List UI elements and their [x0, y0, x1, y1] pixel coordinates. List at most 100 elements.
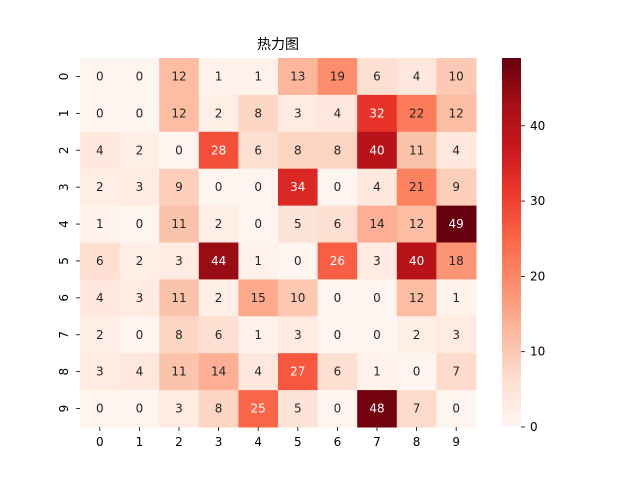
heatmap-cell: [198, 316, 239, 354]
heatmap-cell: [159, 131, 200, 170]
heatmap-cell: [80, 242, 121, 280]
heatmap-cell: [238, 94, 279, 133]
cell-value-label: 12: [171, 69, 186, 83]
heatmap-cell: [357, 316, 398, 354]
cell-value-label: 14: [369, 217, 384, 231]
heatmap-cell: [238, 58, 279, 96]
cell-value-label: 8: [175, 328, 183, 342]
heatmap-cell: [357, 279, 398, 317]
cell-value-label: 0: [294, 254, 302, 268]
y-tick-label: 7: [57, 331, 71, 339]
heatmap-cell: [278, 316, 319, 354]
cell-value-label: 0: [215, 180, 223, 194]
x-tick-label: 7: [373, 435, 381, 449]
cell-value-label: 12: [409, 217, 424, 231]
heatmap-cell: [357, 390, 398, 428]
cell-value-label: 10: [449, 69, 464, 83]
cell-value-label: 3: [136, 291, 144, 305]
cell-value-label: 1: [373, 365, 381, 379]
heatmap-cell: [80, 168, 121, 207]
cell-value-label: 4: [96, 143, 104, 157]
cell-value-label: 11: [409, 143, 424, 157]
cell-value-label: 12: [171, 106, 186, 120]
heatmap-cell: [317, 279, 358, 317]
cell-value-label: 8: [334, 143, 342, 157]
cell-value-label: 4: [373, 180, 381, 194]
heatmap-cell: [80, 353, 121, 391]
y-axis-ticks: 0 1 2 3 4 5 6 7 8 9: [57, 73, 80, 413]
heatmap-cell: [436, 390, 477, 428]
heatmap-cell: [238, 390, 279, 428]
heatmap-cell: [317, 242, 358, 280]
colorbar: 0 10 20 30 40: [502, 58, 545, 434]
x-axis-ticks: 0 1 2 3 4 5 6 7 8 9: [96, 427, 460, 449]
cell-value-label: 1: [254, 69, 262, 83]
heatmap-cell: [436, 94, 477, 133]
cell-value-label: 2: [96, 180, 104, 194]
heatmap-cell: [278, 279, 319, 317]
colorbar-tick-label: 0: [530, 420, 538, 434]
heatmap-cell: [436, 168, 477, 207]
x-tick-label: 8: [413, 435, 421, 449]
heatmap-cell: [159, 353, 200, 391]
heatmap-cell: [198, 58, 239, 96]
cell-value-label: 2: [215, 291, 223, 305]
cell-value-label: 8: [254, 106, 262, 120]
cell-value-label: 10: [290, 291, 305, 305]
heatmap-cell: [317, 390, 358, 428]
cell-value-label: 0: [96, 402, 104, 416]
cell-value-label: 2: [215, 217, 223, 231]
cell-value-label: 4: [136, 365, 144, 379]
cell-value-label: 40: [369, 143, 384, 157]
cell-value-label: 0: [136, 328, 144, 342]
heatmap-cell: [436, 242, 477, 280]
heatmap-cell: [357, 205, 398, 243]
heatmap-cell: [396, 316, 437, 354]
heatmap-cell: [119, 353, 160, 391]
x-tick-label: 5: [294, 435, 302, 449]
heatmap-cell: [119, 242, 160, 280]
cell-value-label: 3: [294, 328, 302, 342]
x-tick-label: 9: [452, 435, 460, 449]
heatmap-cell: [278, 242, 319, 280]
heatmap-cell: [198, 205, 239, 243]
heatmap-cell: [317, 58, 358, 96]
cell-value-label: 3: [452, 328, 460, 342]
x-tick-label: 1: [136, 435, 144, 449]
heatmap-cell: [80, 279, 121, 317]
cell-value-label: 0: [413, 365, 421, 379]
heatmap-cell: [80, 131, 121, 170]
y-tick-label: 9: [57, 405, 71, 413]
cell-value-label: 4: [96, 291, 104, 305]
heatmap-cell: [357, 58, 398, 96]
cell-value-label: 0: [373, 291, 381, 305]
heatmap-cell: [396, 353, 437, 391]
cell-value-label: 11: [171, 365, 186, 379]
cell-value-label: 2: [413, 328, 421, 342]
y-tick-label: 1: [57, 110, 71, 118]
heatmap-cell: [436, 279, 477, 317]
y-tick-label: 8: [57, 368, 71, 376]
heatmap-cell: [357, 131, 398, 170]
cell-value-label: 0: [96, 106, 104, 120]
heatmap-cell: [357, 94, 398, 133]
heatmap-cell: [159, 58, 200, 96]
cell-value-label: 0: [452, 402, 460, 416]
heatmap-cell: [357, 242, 398, 280]
cell-value-label: 4: [413, 69, 421, 83]
heatmap-cell: [159, 279, 200, 317]
heatmap-cell: [278, 58, 319, 96]
heatmap-cell: [436, 316, 477, 354]
cell-value-label: 8: [294, 143, 302, 157]
cell-value-label: 32: [369, 106, 384, 120]
cell-value-label: 22: [409, 106, 424, 120]
cell-value-label: 2: [96, 328, 104, 342]
heatmap-cell: [238, 168, 279, 207]
cell-value-label: 6: [334, 365, 342, 379]
cell-value-label: 5: [294, 217, 302, 231]
cell-value-label: 3: [294, 106, 302, 120]
heatmap-cell: [119, 94, 160, 133]
heatmap-cell: [198, 279, 239, 317]
heatmap-cell: [317, 353, 358, 391]
